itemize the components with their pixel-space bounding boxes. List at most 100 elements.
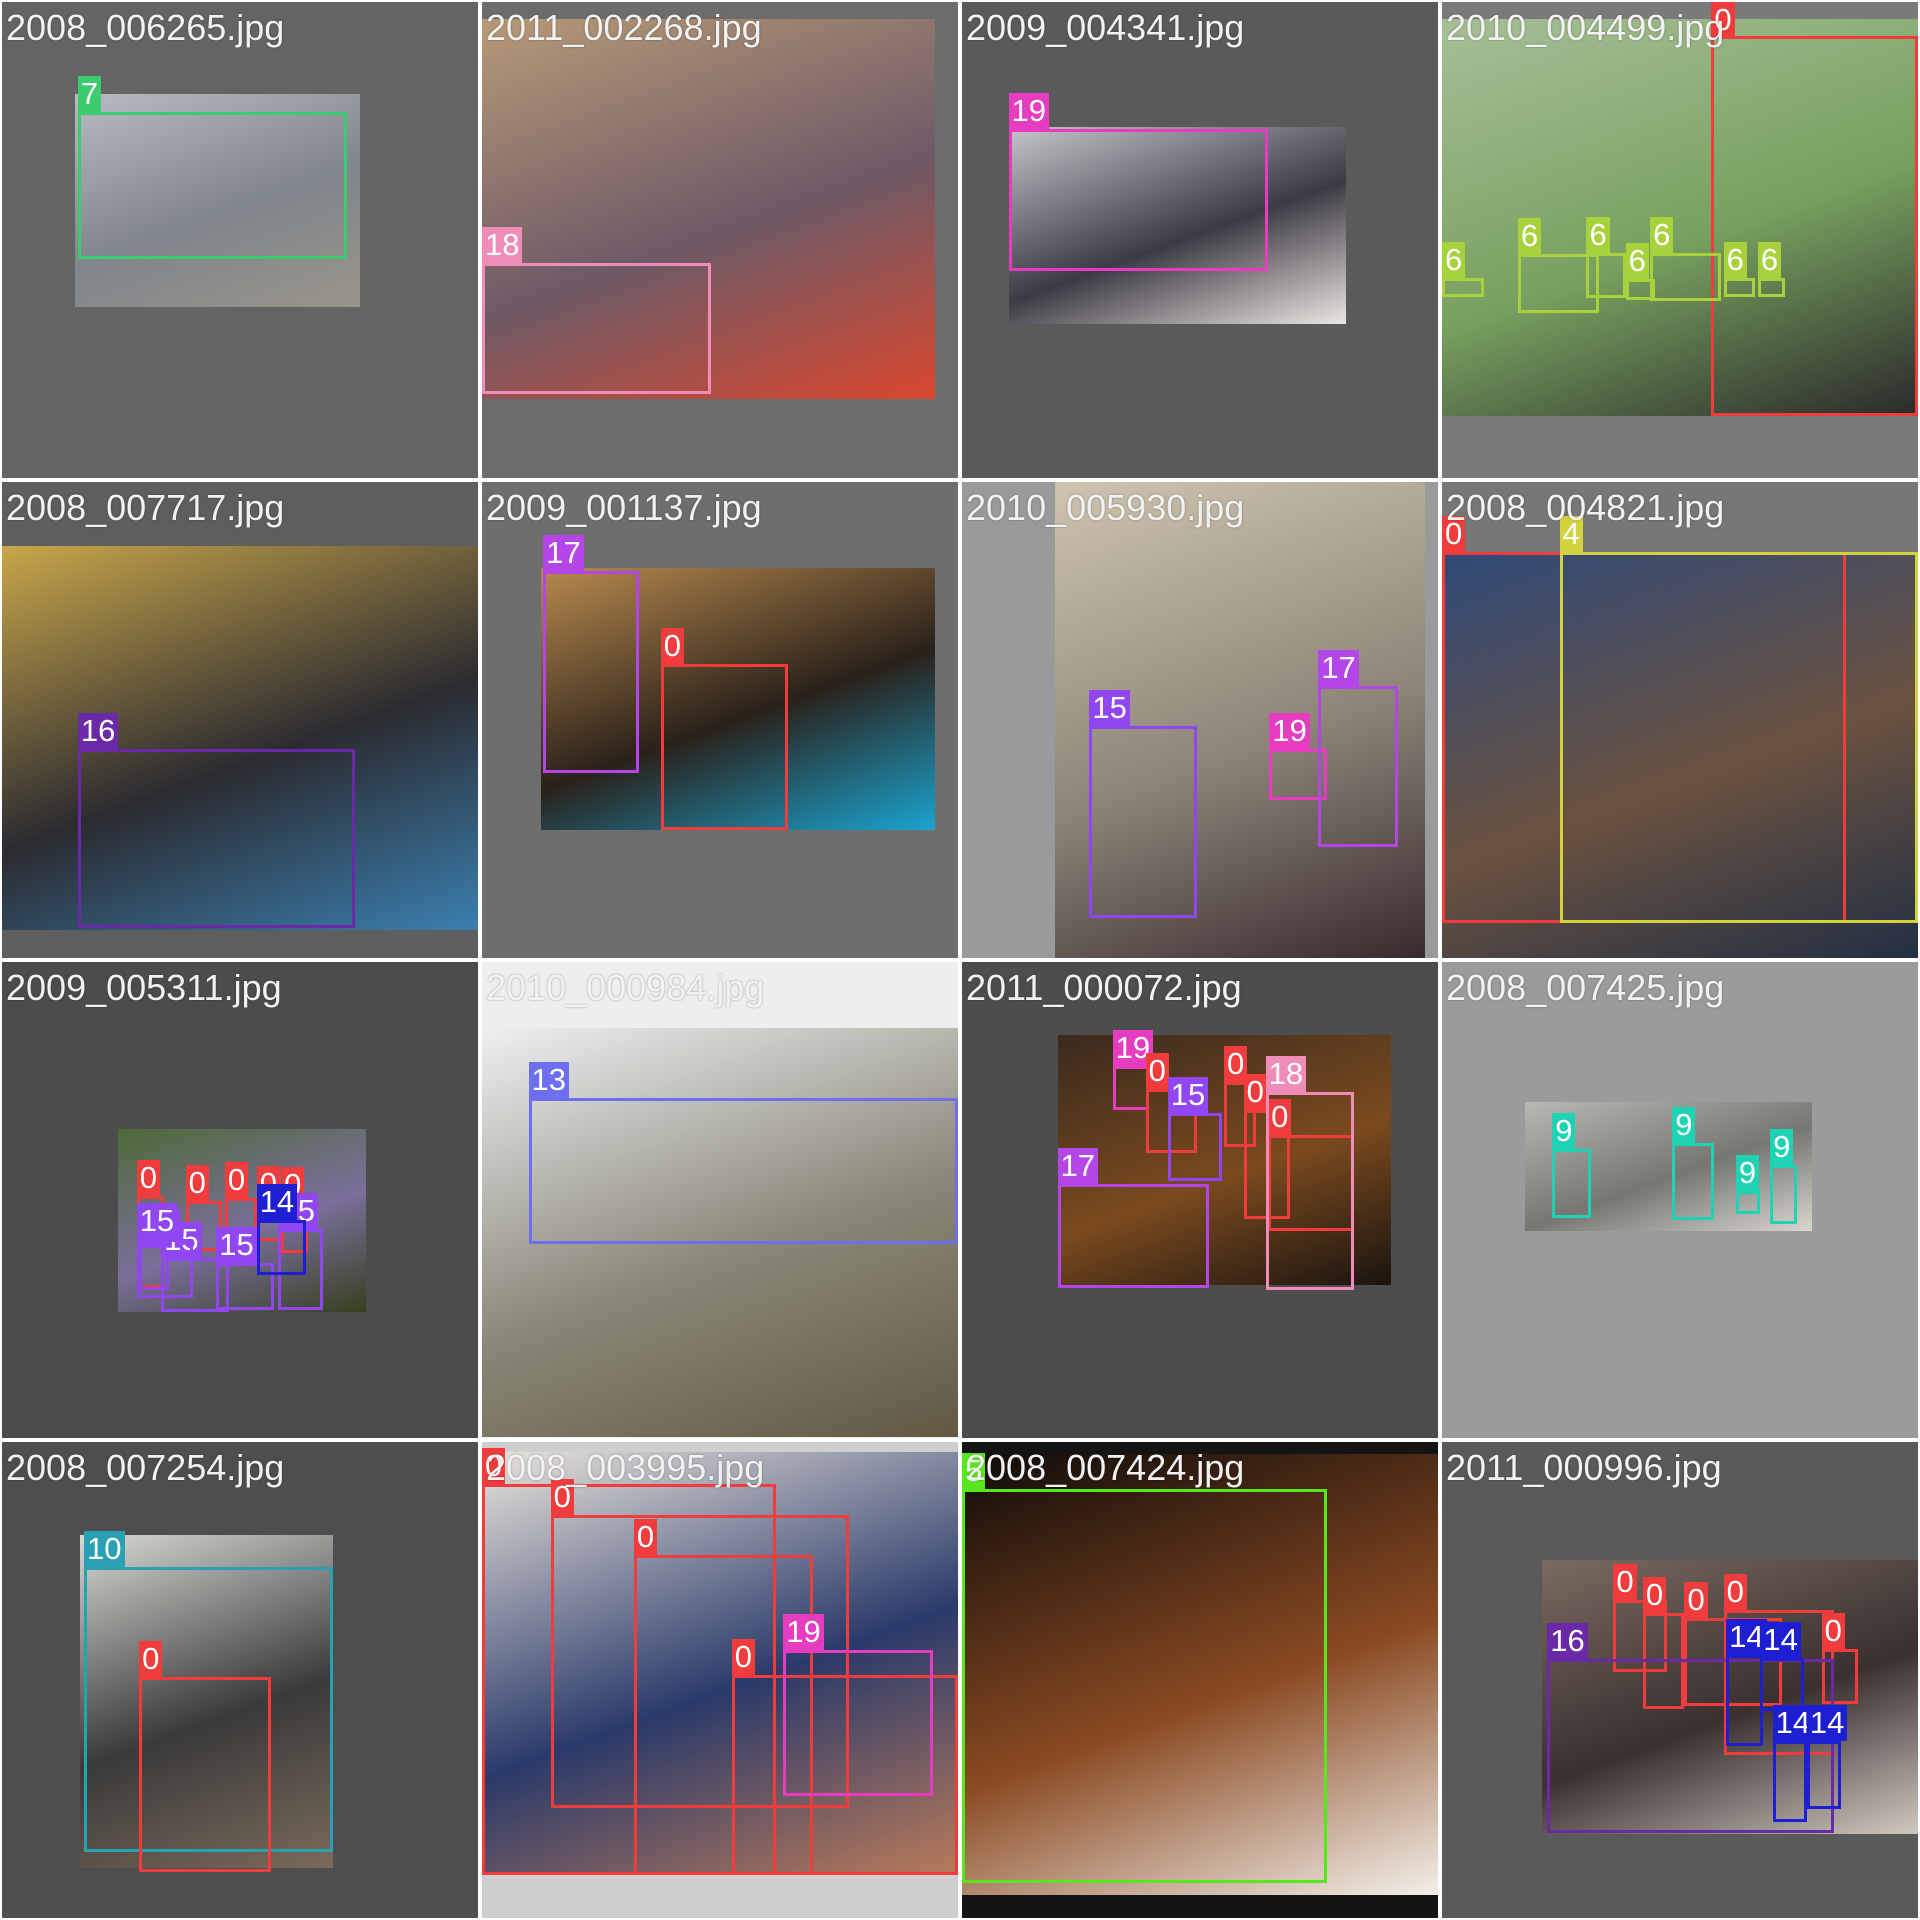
bounding-box: [1711, 36, 1918, 416]
photo: [80, 1535, 333, 1869]
class-label: 0: [1442, 515, 1466, 552]
class-label: 0: [1711, 2, 1735, 38]
class-label: 10: [84, 1530, 125, 1567]
filename-label: 2010_005930.jpg: [966, 487, 1245, 528]
class-label: 6: [1757, 241, 1782, 278]
class-label: 19: [1008, 93, 1049, 130]
bounding-box: [1517, 254, 1599, 313]
image-tile: 15 19 17 2010_005930.jpg: [962, 482, 1438, 958]
class-label: 0: [185, 1164, 209, 1201]
image-tile: 17 0 2009_001137.jpg: [482, 482, 958, 958]
bounding-box: [482, 262, 711, 394]
bounding-box: [1735, 1190, 1761, 1215]
class-label: 14: [256, 1184, 298, 1221]
image-tile: 18 2011_002268.jpg: [482, 2, 958, 478]
bounding-box: [1726, 1655, 1763, 1746]
filename-label: 2008_006265.jpg: [6, 7, 285, 48]
bounding-box: [633, 1554, 813, 1876]
class-label: 0: [1243, 1074, 1267, 1111]
class-label: 0: [550, 1479, 574, 1516]
photo: [1442, 551, 1918, 958]
class-label: 6: [1517, 218, 1542, 255]
image-tile: 10 0 2008_007254.jpg: [2, 1442, 478, 1918]
filename-label: 2011_002268.jpg: [486, 7, 762, 48]
filename-label: 2009_005311.jpg: [6, 967, 282, 1008]
bounding-box: [77, 112, 348, 260]
bounding-box: [1586, 253, 1626, 299]
bounding-box: [1770, 1165, 1798, 1225]
class-label: 9: [1735, 1154, 1760, 1191]
bounding-box: [1772, 1740, 1807, 1822]
class-label: 0: [1723, 1573, 1747, 1610]
class-label: 14: [1806, 1704, 1848, 1741]
class-label: 6: [1723, 241, 1747, 278]
photo: [540, 567, 936, 830]
class-label: 6: [1650, 217, 1674, 254]
class-label: 19: [1269, 712, 1310, 749]
photo: [962, 1454, 1438, 1896]
class-label: 14: [1726, 1619, 1767, 1656]
bounding-box: [1442, 277, 1484, 298]
bounding-box: [1625, 278, 1656, 300]
filename-label: 2010_004499.jpg: [1446, 7, 1725, 48]
class-label: 16: [1547, 1622, 1588, 1659]
bounding-box: [1265, 1091, 1354, 1291]
bounding-box: [1672, 1143, 1714, 1221]
bounding-box: [161, 1258, 229, 1313]
bounding-box: [962, 1488, 1327, 1883]
bounding-box: [1089, 725, 1198, 918]
class-label: 0: [224, 1162, 249, 1199]
class-label: 17: [1318, 650, 1359, 687]
bounding-box: [1224, 1082, 1256, 1147]
class-label: 18: [482, 226, 523, 263]
filename-label: 2009_004341.jpg: [966, 7, 1245, 48]
class-label: 0: [1613, 1563, 1637, 1600]
bounding-box: [1167, 1112, 1222, 1182]
class-label: 0: [1642, 1577, 1667, 1614]
photo: [75, 93, 360, 307]
bounding-box: [1318, 686, 1398, 847]
class-label: 0: [660, 628, 685, 665]
image-tile: 0 0 0 0 0 16 14 14 14 14 2011_000996.jpg: [1442, 1442, 1918, 1918]
bounding-box: [528, 1097, 958, 1244]
class-label: 13: [528, 1061, 569, 1098]
bounding-box: [1008, 129, 1269, 272]
class-label: 0: [633, 1518, 658, 1555]
class-label: 14: [1760, 1621, 1801, 1658]
image-tile: 0 6 6 6 6 6 6 6 2010_004499.jpg: [1442, 2, 1918, 478]
bounding-box: [1757, 277, 1785, 298]
class-label: 0: [136, 1159, 160, 1196]
class-label: 0: [731, 1638, 756, 1675]
class-label: 0: [1224, 1046, 1248, 1082]
image-tile: 7 2008_006265.jpg: [2, 2, 478, 478]
bounding-box: [1057, 1183, 1210, 1288]
class-label: 0: [1268, 1098, 1292, 1135]
bounding-box: [543, 571, 639, 774]
filename-label: 2008_007254.jpg: [6, 1447, 285, 1488]
bounding-box: [1112, 1066, 1150, 1111]
class-label: 6: [1625, 242, 1649, 279]
filename-label: 2008_004821.jpg: [1446, 487, 1725, 528]
filename-label: 2008_007424.jpg: [966, 1447, 1245, 1488]
bounding-box: [731, 1674, 958, 1876]
class-label: 15: [1167, 1076, 1209, 1113]
class-label: 14: [1772, 1704, 1814, 1741]
image-tile: 13 2010_000984.jpg: [482, 962, 958, 1438]
bounding-box: [1821, 1648, 1859, 1705]
bounding-box: [660, 664, 789, 830]
bounding-box: [1723, 277, 1756, 298]
bounding-box: [482, 1483, 776, 1876]
class-label: 16: [77, 712, 119, 749]
class-label: 0: [482, 1447, 506, 1484]
class-label: 5: [962, 1452, 986, 1489]
filename-label: 2011_000996.jpg: [1446, 1447, 1722, 1488]
filename-label: 2009_001137.jpg: [486, 487, 762, 528]
class-label: 6: [1442, 241, 1466, 278]
photo: [482, 1451, 958, 1873]
bounding-box: [1559, 551, 1918, 923]
class-label: 0: [1821, 1612, 1845, 1649]
class-label: 15: [136, 1202, 178, 1239]
class-label: 9: [1770, 1129, 1794, 1166]
image-tile: 19 2009_004341.jpg: [962, 2, 1438, 478]
filename-label: 2011_000072.jpg: [966, 967, 1242, 1008]
